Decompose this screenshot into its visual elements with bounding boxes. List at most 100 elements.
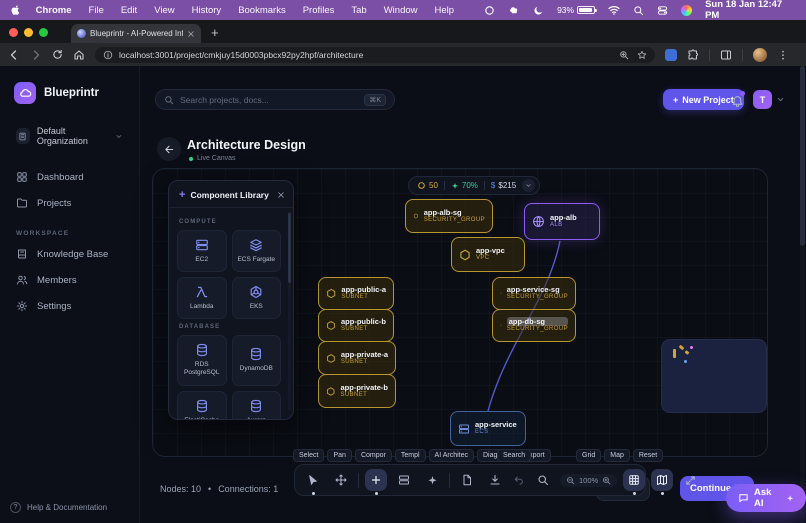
spotlight-icon[interactable] bbox=[633, 5, 644, 16]
chevron-down-icon bbox=[776, 95, 785, 104]
tab-close-icon[interactable] bbox=[187, 30, 195, 38]
export-button[interactable] bbox=[484, 469, 506, 491]
org-switcher[interactable]: Default Organization bbox=[10, 120, 129, 152]
global-search[interactable]: ⌘K bbox=[155, 89, 395, 110]
home-icon[interactable] bbox=[73, 49, 85, 61]
control-center-icon[interactable] bbox=[657, 5, 668, 16]
new-project-button[interactable]: + New Project bbox=[663, 89, 744, 110]
pan-tool-button[interactable] bbox=[330, 469, 352, 491]
grid-toggle-button[interactable] bbox=[623, 469, 646, 495]
colorwheel-icon[interactable] bbox=[681, 4, 693, 16]
minimap-toggle-button[interactable] bbox=[651, 469, 674, 495]
node-app-service[interactable]: app-service ECS bbox=[450, 411, 526, 446]
library-scrollbar[interactable] bbox=[288, 211, 291, 411]
search-canvas-button[interactable] bbox=[532, 469, 554, 491]
apple-logo-icon[interactable] bbox=[10, 4, 22, 16]
menu-file[interactable]: File bbox=[88, 4, 104, 16]
node-app-private-b[interactable]: app-private-b SUBNET bbox=[318, 374, 396, 408]
back-button[interactable] bbox=[157, 137, 181, 161]
diagram-button[interactable] bbox=[456, 469, 478, 491]
node-app-public-a[interactable]: app-public-a SUBNET bbox=[318, 277, 394, 310]
sidebar-item-settings[interactable]: Settings bbox=[0, 293, 139, 319]
sidebar-item-dashboard[interactable]: Dashboard bbox=[0, 164, 139, 190]
zoom-page-icon[interactable] bbox=[619, 50, 629, 60]
back-nav-icon[interactable] bbox=[8, 49, 20, 61]
library-item-ec2[interactable]: EC2 bbox=[177, 230, 227, 273]
menubar-app-icon[interactable] bbox=[508, 4, 520, 16]
help-documentation-link[interactable]: ? Help & Documentation bbox=[10, 502, 107, 513]
menubar-clock[interactable]: Sun 18 Jan 12:47 PM bbox=[705, 0, 783, 21]
node-app-service-sg[interactable]: app-service-sg SECURITY_GROUP bbox=[492, 277, 576, 310]
browser-profile-avatar[interactable] bbox=[753, 47, 767, 62]
menu-tab[interactable]: Tab bbox=[351, 4, 367, 16]
node-app-vpc[interactable]: app-vpc VPC bbox=[451, 237, 525, 272]
zoom-in-icon[interactable] bbox=[602, 476, 611, 485]
address-bar[interactable]: localhost:3001/project/cmkjuy15d0003pbcx… bbox=[95, 46, 655, 63]
plus-icon bbox=[370, 474, 382, 486]
search-icon bbox=[537, 474, 549, 486]
sidebar-item-members[interactable]: Members bbox=[0, 267, 139, 293]
page-title: Architecture Design bbox=[187, 138, 306, 152]
library-item-elasticache[interactable]: ElastiCache bbox=[177, 390, 227, 419]
sidebar-item-knowledge-base[interactable]: Knowledge Base bbox=[0, 241, 139, 267]
menu-view[interactable]: View bbox=[154, 4, 175, 16]
search-input[interactable] bbox=[180, 94, 359, 105]
reload-icon[interactable] bbox=[52, 49, 63, 60]
site-info-icon[interactable] bbox=[103, 50, 113, 60]
close-window-button[interactable] bbox=[9, 28, 18, 37]
menu-edit[interactable]: Edit bbox=[120, 4, 138, 16]
tooltip-search: Search bbox=[497, 449, 532, 462]
menu-history[interactable]: History bbox=[191, 4, 222, 16]
library-item-ecs-fargate[interactable]: ECS Fargate bbox=[231, 230, 281, 273]
zoom-out-icon[interactable] bbox=[566, 476, 575, 485]
do-not-disturb-icon[interactable] bbox=[533, 5, 544, 16]
menu-help[interactable]: Help bbox=[434, 4, 455, 16]
templates-button[interactable] bbox=[393, 469, 415, 491]
library-item-lambda[interactable]: Lambda bbox=[177, 277, 227, 320]
sidebar-item-projects[interactable]: Projects bbox=[0, 190, 139, 216]
node-app-alb[interactable]: app-alb ALB bbox=[524, 203, 600, 240]
minimap[interactable] bbox=[661, 339, 767, 413]
maximize-window-button[interactable] bbox=[39, 28, 48, 37]
side-panel-icon[interactable] bbox=[720, 49, 732, 61]
fit-view-button[interactable] bbox=[679, 469, 701, 491]
extensions-puzzle-icon[interactable] bbox=[687, 49, 699, 61]
new-tab-button[interactable]: + bbox=[211, 25, 219, 40]
extension-icon[interactable] bbox=[665, 48, 677, 61]
browser-tab[interactable]: Blueprintr - AI-Powered Infra bbox=[71, 24, 201, 43]
notifications-button[interactable] bbox=[731, 91, 745, 110]
undo-button[interactable] bbox=[512, 469, 526, 491]
url-text[interactable]: localhost:3001/project/cmkjuy15d0003pbcx… bbox=[119, 49, 364, 60]
library-item-rds[interactable]: RDS PostgreSQL bbox=[177, 335, 227, 386]
sparkle-icon bbox=[427, 475, 438, 486]
bookmark-star-icon[interactable] bbox=[637, 50, 647, 60]
brand[interactable]: Blueprintr bbox=[0, 66, 139, 114]
user-menu[interactable]: T bbox=[753, 90, 785, 109]
library-item-dynamodb[interactable]: DynamoDB bbox=[231, 335, 281, 386]
forward-nav-icon[interactable] bbox=[30, 49, 42, 61]
tab-title: Blueprintr - AI-Powered Infra bbox=[90, 29, 183, 38]
select-tool-button[interactable] bbox=[302, 469, 324, 495]
node-app-public-b[interactable]: app-public-b SUBNET bbox=[318, 309, 394, 342]
menu-profiles[interactable]: Profiles bbox=[302, 4, 335, 16]
menu-window[interactable]: Window bbox=[383, 4, 418, 16]
menu-bookmarks[interactable]: Bookmarks bbox=[238, 4, 286, 16]
close-icon[interactable] bbox=[277, 191, 285, 199]
node-app-db-sg[interactable]: app-db-sg SECURITY_GROUP bbox=[492, 309, 576, 342]
grid-icon bbox=[628, 474, 640, 486]
node-app-private-a[interactable]: app-private-a SUBNET bbox=[318, 341, 396, 375]
stats-collapse-button[interactable] bbox=[522, 179, 536, 192]
ai-architect-button[interactable] bbox=[421, 469, 443, 491]
library-item-aurora[interactable]: Aurora bbox=[231, 390, 281, 419]
wifi-icon[interactable] bbox=[608, 4, 620, 16]
record-icon[interactable] bbox=[484, 5, 495, 16]
database-icon bbox=[249, 347, 263, 361]
menu-chrome[interactable]: Chrome bbox=[35, 4, 72, 16]
minimize-window-button[interactable] bbox=[24, 28, 33, 37]
ask-ai-button[interactable]: Ask AI bbox=[726, 484, 806, 512]
library-item-eks[interactable]: EKS bbox=[231, 277, 281, 320]
add-component-button[interactable] bbox=[365, 469, 387, 495]
browser-menu-icon[interactable] bbox=[777, 49, 789, 61]
window-scrollbar[interactable] bbox=[800, 66, 805, 523]
node-app-alb-sg[interactable]: app-alb-sg SECURITY_GROUP bbox=[405, 199, 493, 233]
